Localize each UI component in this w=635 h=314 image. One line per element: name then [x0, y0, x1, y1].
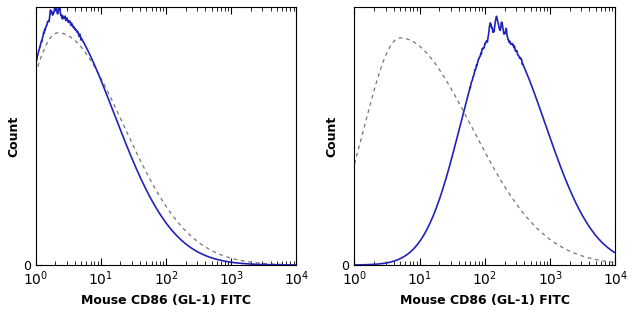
Y-axis label: Count: Count: [7, 115, 20, 157]
X-axis label: Mouse CD86 (GL-1) FITC: Mouse CD86 (GL-1) FITC: [81, 294, 251, 307]
Y-axis label: Count: Count: [326, 115, 339, 157]
X-axis label: Mouse CD86 (GL-1) FITC: Mouse CD86 (GL-1) FITC: [400, 294, 570, 307]
